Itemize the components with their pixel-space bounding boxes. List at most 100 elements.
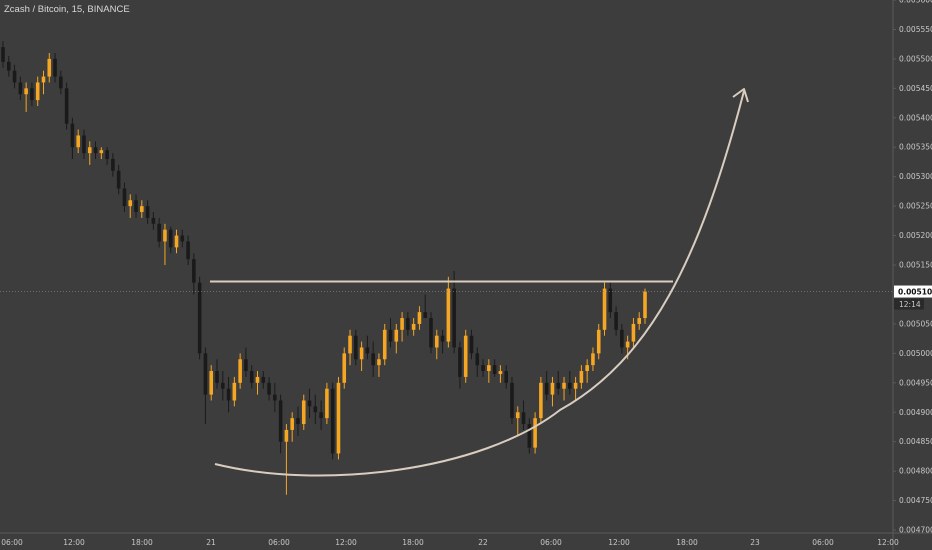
price-tick-label: 0.004750 bbox=[899, 496, 932, 505]
candle-body bbox=[93, 147, 98, 154]
candle-body bbox=[174, 235, 179, 248]
candle-body bbox=[226, 388, 231, 401]
candle-body bbox=[463, 335, 468, 377]
candle-body bbox=[145, 206, 150, 218]
candle-body bbox=[232, 382, 237, 401]
candle-body bbox=[394, 329, 399, 342]
candle-body bbox=[434, 335, 439, 348]
candle-body bbox=[105, 150, 109, 160]
countdown-label: 12:14 bbox=[899, 300, 921, 309]
candle-body bbox=[76, 135, 80, 148]
candle-body bbox=[192, 259, 196, 283]
price-tick-label: 0.005050 bbox=[899, 319, 932, 328]
candle-body bbox=[336, 382, 341, 454]
last-price-badge bbox=[894, 285, 932, 298]
candle-body bbox=[354, 335, 358, 360]
candle-body bbox=[197, 282, 202, 354]
price-tick-label: 0.005300 bbox=[899, 172, 932, 181]
price-axis[interactable]: 0.005600 0.005550 0.005500 0.005450 0.005400… bbox=[892, 0, 932, 550]
candle-body bbox=[631, 323, 636, 342]
candle-body bbox=[186, 241, 190, 260]
candle-body bbox=[614, 312, 618, 330]
candle-body bbox=[168, 229, 173, 248]
candle-body bbox=[116, 170, 121, 189]
price-tick-label: 0.005500 bbox=[899, 54, 932, 63]
candle-body bbox=[180, 235, 185, 242]
price-tick-label: 0.005400 bbox=[899, 113, 932, 122]
candle-body bbox=[278, 400, 283, 442]
price-tick-label: 0.004700 bbox=[899, 526, 932, 535]
price-tick-label: 0.004800 bbox=[899, 467, 932, 476]
candle-body bbox=[440, 335, 445, 342]
candle-body bbox=[492, 365, 497, 374]
time-tick-label: 21 bbox=[206, 538, 216, 547]
candle-body bbox=[163, 229, 167, 242]
candle-layer bbox=[1, 41, 647, 495]
price-tick-label: 0.005600 bbox=[899, 0, 932, 5]
candle-body bbox=[469, 335, 474, 354]
time-tick-label: 06:00 bbox=[812, 538, 834, 547]
candle-body bbox=[30, 88, 34, 101]
time-tick-label: 18:00 bbox=[131, 538, 153, 547]
candle-body bbox=[24, 88, 28, 95]
price-tick-label: 0.004850 bbox=[899, 437, 932, 446]
drawing-layer bbox=[0, 88, 893, 477]
cup-curve-arrow[interactable] bbox=[214, 90, 745, 477]
candle-body bbox=[596, 329, 601, 354]
candle-body bbox=[602, 288, 607, 330]
candle-body bbox=[342, 353, 347, 383]
candle-body bbox=[18, 82, 23, 95]
time-tick-label: 06:00 bbox=[268, 538, 290, 547]
candle-body bbox=[215, 371, 219, 383]
candle-body bbox=[400, 318, 404, 330]
candle-body bbox=[290, 418, 294, 430]
candle-body bbox=[573, 382, 578, 389]
candle-body bbox=[203, 353, 208, 395]
candle-body bbox=[249, 371, 254, 383]
candle-body bbox=[122, 188, 127, 207]
candle-body bbox=[53, 58, 57, 77]
candle-body bbox=[128, 200, 133, 207]
time-tick-label: 12:00 bbox=[63, 538, 85, 547]
candle-body bbox=[273, 394, 277, 401]
candle-body bbox=[504, 371, 508, 383]
time-axis[interactable]: 06:00 12:00 18:00 21 06:00 12:00 18:00 22 06:00 1… bbox=[0, 532, 932, 547]
candle-body bbox=[539, 382, 543, 419]
candle-body bbox=[99, 150, 104, 154]
arrow-head bbox=[732, 88, 749, 103]
candle-body bbox=[608, 288, 613, 313]
time-tick-label: 23 bbox=[750, 538, 760, 547]
countdown-badge bbox=[894, 298, 924, 310]
candle-body bbox=[643, 291, 647, 319]
candle-body bbox=[371, 353, 375, 366]
candle-body bbox=[151, 217, 156, 224]
candle-body bbox=[637, 318, 642, 324]
time-tick-label: 22 bbox=[478, 538, 488, 547]
candle-body bbox=[585, 365, 589, 372]
candle-body bbox=[527, 424, 532, 448]
candle-body bbox=[359, 347, 364, 360]
candle-body bbox=[411, 323, 416, 330]
candle-body bbox=[348, 335, 352, 354]
candle-body bbox=[157, 223, 161, 242]
candle-body bbox=[515, 412, 520, 419]
candle-body bbox=[313, 406, 318, 413]
candle-body bbox=[12, 70, 17, 83]
candle-body bbox=[209, 371, 214, 395]
time-tick-label: 12:00 bbox=[608, 538, 630, 547]
time-tick-label: 18:00 bbox=[676, 538, 698, 547]
candle-body bbox=[568, 382, 572, 389]
candle-body bbox=[475, 353, 480, 366]
candle-body bbox=[220, 382, 225, 389]
candle-body bbox=[238, 359, 242, 383]
price-tick-label: 0.005350 bbox=[899, 143, 932, 152]
candle-body bbox=[544, 382, 549, 395]
candle-body bbox=[47, 58, 52, 77]
candle-body bbox=[244, 359, 248, 372]
candle-body bbox=[429, 318, 433, 348]
candle-body bbox=[301, 400, 306, 425]
candle-body bbox=[377, 359, 381, 366]
candle-body bbox=[487, 365, 491, 372]
